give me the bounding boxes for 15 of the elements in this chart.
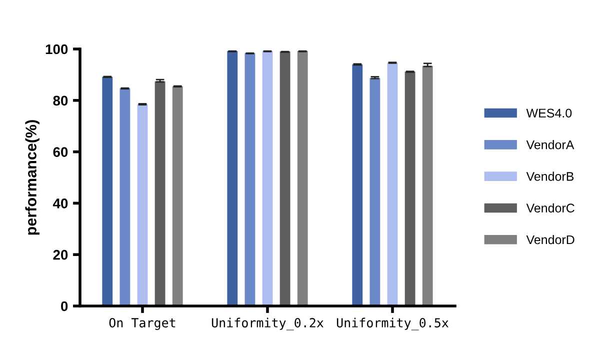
- x-tick-label: Uniformity_0.2x: [212, 318, 324, 330]
- y-tick-label: 20: [53, 250, 68, 260]
- legend-label: WES4.0: [526, 108, 572, 118]
- y-tick-label: 40: [52, 198, 68, 208]
- x-tick-label: On Target: [109, 318, 176, 330]
- y-tick-label: 0: [61, 301, 68, 312]
- x-tick-label: Uniformity_0.5x: [336, 318, 448, 330]
- legend-label: VendorC: [526, 203, 574, 213]
- y-tick-label: 60: [53, 147, 68, 157]
- y-axis-title: performance(%): [25, 120, 40, 235]
- y-tick-label: 100: [46, 44, 68, 54]
- legend-label: VendorD: [526, 234, 574, 244]
- legend-label: VendorA: [526, 140, 574, 150]
- y-tick-label: 80: [53, 96, 68, 106]
- legend-label: VendorB: [526, 172, 574, 181]
